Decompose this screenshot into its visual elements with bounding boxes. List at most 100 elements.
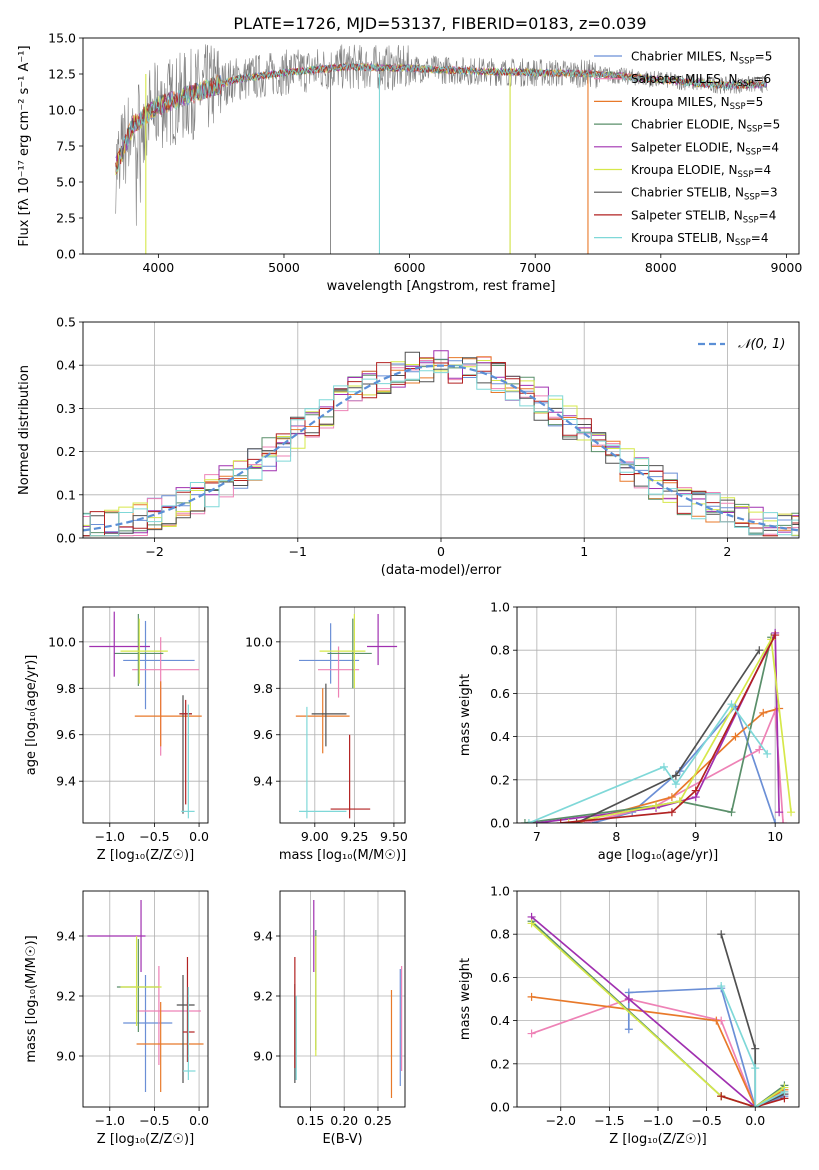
x-tick-label: 0.15 [296,1113,324,1128]
x-axis-label: Z [log₁₀(Z/Z☉)] [609,1132,706,1147]
y-tick-label: 0.8 [490,927,510,942]
legend-entry-count: 3 [770,186,778,200]
legend-entry-sub: SSP [747,125,763,135]
mass-weight-marker [667,793,676,802]
errorbar-point [367,613,398,666]
axes-frame [82,321,800,539]
y-tick-label: 10.0 [48,103,76,118]
y-tick-label: 9.0 [253,1049,273,1064]
x-tick-label: 7 [533,829,541,844]
mass-weight-marker [564,819,573,823]
y-tick-label: 9.4 [253,774,273,789]
x-tick-label: −1.0 [643,1113,673,1128]
model-line [115,62,768,173]
mass-weight-marker [755,745,764,754]
plot-area-massweight_vs_Z [517,891,799,1107]
y-tick-label: 10.0 [48,634,76,649]
y-axis-label: mass weight [458,958,473,1040]
y-tick-label: 9.6 [56,727,76,742]
legend-entry-eq: = [755,50,765,64]
y-tick-label: 10.0 [245,634,273,649]
model-line [115,62,767,174]
mass-weight-marker [751,1064,760,1073]
errorbar-point [179,699,192,805]
histogram-step [83,358,799,537]
legend-entry-eq: = [759,208,769,222]
histogram-step [83,357,799,537]
panel-mass_vs_Z: −1.0 −0.5 0.0 9.0 9.2 9.4 Z [log₁₀(Z/Z☉)] mass … [24,890,209,1147]
errorbar-point [116,939,159,1032]
histogram-step [83,363,799,537]
mass-weight-series [556,631,780,823]
y-tick-label: 0.4 [56,358,76,373]
mass-weight-marker [759,708,768,717]
y-tick-label: 0.2 [56,444,76,459]
y-tick-label: 9.4 [56,929,76,944]
y-tick-label: 9.8 [56,681,76,696]
plot-area-mass_vs_Z [83,891,208,1107]
mass-weight-marker [527,992,536,1001]
y-tick-label: 0.6 [490,970,510,985]
y-axis-label: Flux [fλ 10⁻¹⁷ erg cm⁻² s⁻¹ A⁻¹] [17,45,32,246]
legend-entry-count: 4 [771,140,779,154]
axes-frame [82,890,209,1108]
y-axis-label: mass weight [458,674,473,756]
x-tick-label: 0.0 [189,829,209,844]
x-tick-label: 9.50 [380,829,408,844]
legend-entry-label: Salpeter ELODIE, N [631,140,745,154]
x-axis-label: mass [log₁₀(M/M☉)] [279,848,406,863]
y-tick-label: 9.6 [253,727,273,742]
errorbar-point [136,1002,204,1092]
y-tick-label: 0.0 [56,531,76,546]
legend-entry-count: 6 [764,72,772,86]
y-tick-label: 9.4 [56,774,76,789]
axes-frame [82,606,209,824]
x-tick-label: −2.0 [546,1113,576,1128]
mass-weight-marker [717,1092,726,1101]
legend-entry-eq: = [753,72,763,86]
x-axis-label: wavelength [Angstrom, rest frame] [327,279,556,294]
x-tick-label: 9 [692,829,700,844]
legend-entry: Kroupa MILES, NSSP=5 [631,95,763,112]
errorbar-point [120,618,168,684]
legend-entry-sub: SSP [745,147,761,157]
mass-weight-marker [667,808,676,817]
mass-weight-marker [775,808,784,817]
x-tick-label: 8 [612,829,620,844]
y-axis-label: mass [log₁₀(M/M☉)] [24,935,39,1062]
y-tick-label: 9.2 [253,989,273,1004]
x-tick-label: −0.5 [691,1113,721,1128]
panel-massweight_vs_age: 7 8 9 10 0.0 0.2 0.4 0.6 0.8 1.0 age [log₁₀(age/yr… [458,600,800,863]
legend-entry-sub: SSP [730,102,746,112]
mass-weight-marker [751,1044,760,1053]
plot-area-residuals [83,322,799,538]
x-tick-label: −0.5 [139,1113,169,1128]
legend-entry-label: Kroupa STELIB, N [631,231,735,245]
x-tick-label: 7000 [519,260,551,275]
mass-weight-marker [527,1029,536,1038]
legend-entry-label: Kroupa MILES, N [631,95,730,109]
mass-weight-line [720,1095,785,1107]
y-tick-label: 0.2 [490,772,510,787]
errorbar-point [183,987,196,1080]
errorbar-point [123,975,173,1092]
y-tick-label: 1.0 [490,884,510,899]
mass-weight-marker [717,930,726,939]
mass-weight-marker [771,819,780,823]
legend-entry-count: 4 [764,163,772,177]
mass-weight-marker [671,780,680,789]
mass-weight-marker [524,819,533,823]
errorbar-point [120,936,162,1026]
x-tick-label: 9000 [771,260,803,275]
errorbar-point [87,900,146,972]
y-tick-label: 9.8 [253,681,273,696]
x-tick-label: 2 [723,544,731,559]
y-tick-label: 7.5 [56,139,76,154]
x-tick-label: 5000 [268,260,300,275]
plot-area-massweight_vs_age [517,607,799,823]
mass-weight-marker [652,801,661,810]
legend-entry: Chabrier STELIB, NSSP=3 [631,186,778,203]
legend-entry-sub: SSP [743,215,759,225]
x-tick-label: 0.20 [330,1113,358,1128]
